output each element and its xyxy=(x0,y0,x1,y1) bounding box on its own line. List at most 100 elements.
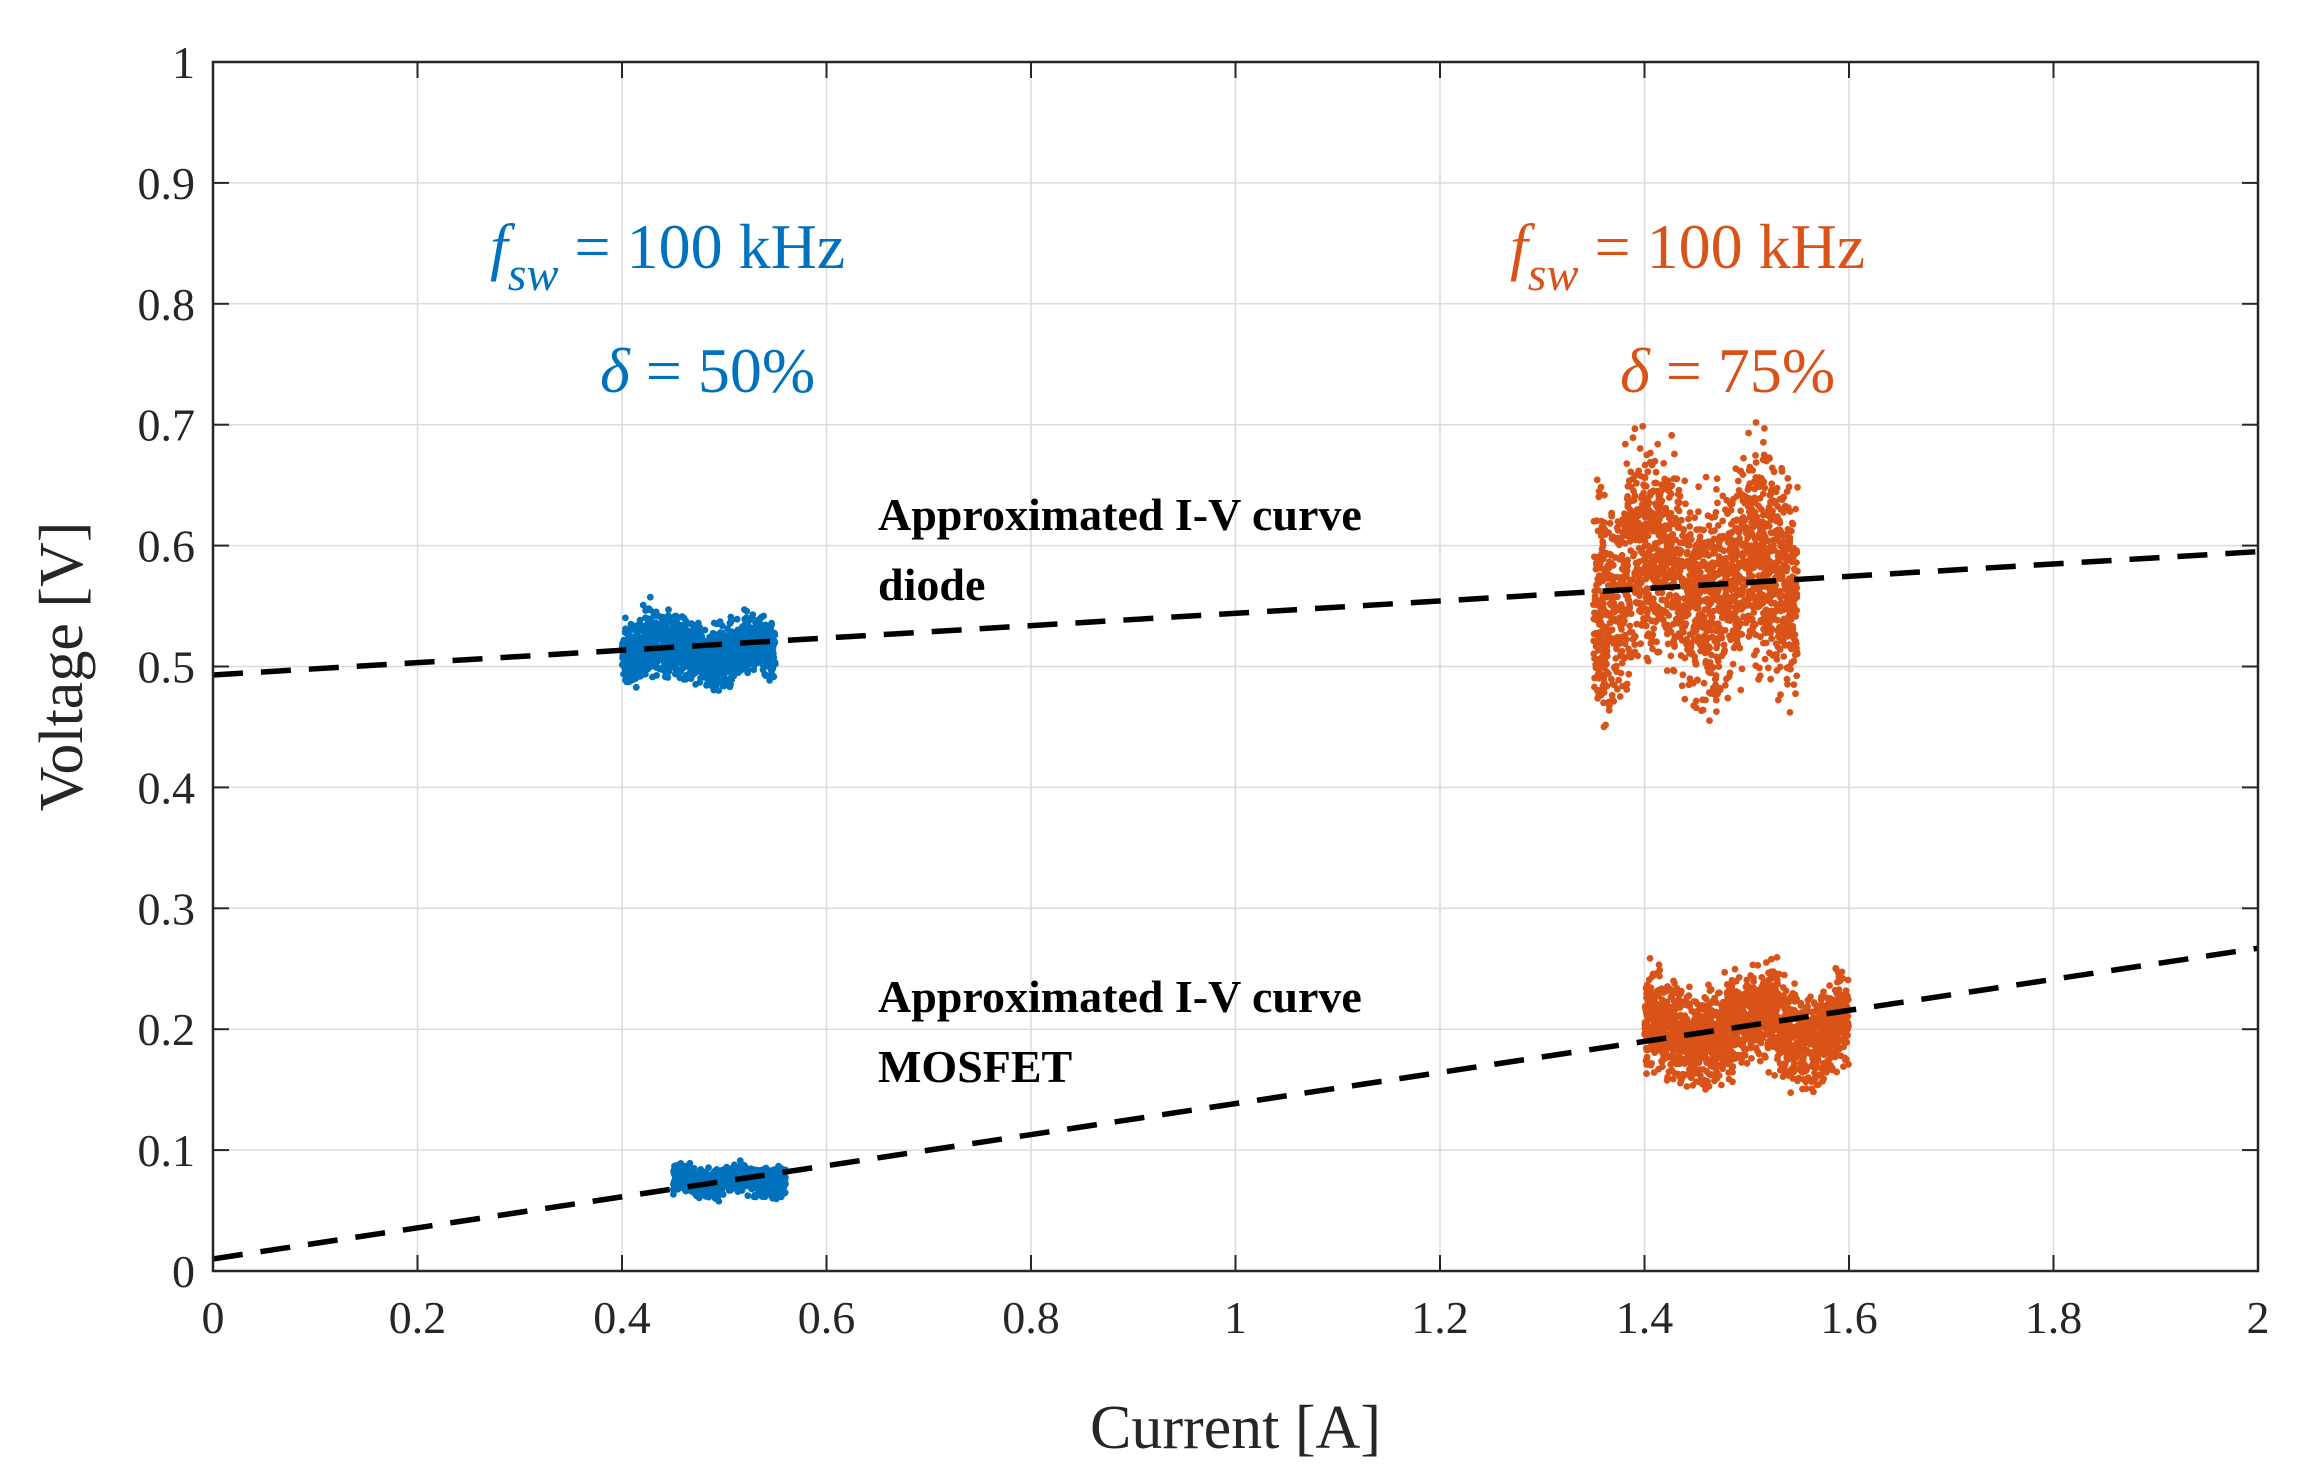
scatter-point xyxy=(1757,616,1765,624)
scatter-point xyxy=(1627,547,1635,554)
scatter-point xyxy=(1774,503,1781,510)
scatter-point xyxy=(738,1187,746,1194)
scatter-point xyxy=(749,649,757,657)
scatter-point xyxy=(1786,709,1794,716)
scatter-point xyxy=(1637,579,1645,587)
scatter-point xyxy=(1682,500,1689,508)
scatter-point xyxy=(1618,553,1625,560)
scatter-point xyxy=(632,683,640,691)
scatter-point xyxy=(1636,445,1644,452)
scatter-point xyxy=(1792,505,1799,513)
scatter-point xyxy=(1691,514,1699,521)
scatter-point xyxy=(1670,667,1678,675)
scatter-point xyxy=(665,606,672,613)
scatter-point xyxy=(1681,612,1689,620)
scatter-point xyxy=(1623,522,1630,529)
scatter-point xyxy=(680,1162,688,1170)
scatter-point xyxy=(1695,552,1703,560)
scatter-point xyxy=(1687,643,1695,651)
scatter-point xyxy=(1627,468,1635,476)
scatter-point xyxy=(755,624,762,632)
scatter-point xyxy=(1691,657,1699,665)
scatter-point xyxy=(676,674,684,682)
scatter-point xyxy=(1637,472,1645,480)
scatter-point xyxy=(1737,686,1745,694)
scatter-point xyxy=(1650,599,1657,607)
scatter-point xyxy=(1844,976,1852,984)
scatter-point xyxy=(1605,706,1613,714)
scatter-point xyxy=(1767,487,1775,495)
scatter-point xyxy=(739,625,747,632)
scatter-point xyxy=(688,620,695,627)
scatter-point xyxy=(1686,650,1693,657)
scatter-point xyxy=(1633,620,1641,628)
scatter-point xyxy=(1614,593,1621,601)
scatter-point xyxy=(1756,483,1764,491)
scatter-point xyxy=(1608,509,1615,517)
scatter-point xyxy=(713,620,721,628)
scatter-point xyxy=(769,1194,777,1202)
scatter-point xyxy=(1747,545,1755,553)
scatter-point xyxy=(1722,567,1730,575)
scatter-point xyxy=(1692,544,1700,552)
scatter-point xyxy=(1733,636,1741,644)
scatter-point xyxy=(1627,610,1635,618)
scatter-point xyxy=(1714,522,1722,529)
scatter-point xyxy=(768,621,775,629)
scatter-point xyxy=(1705,522,1713,529)
scatter-point xyxy=(1746,480,1754,488)
scatter-point xyxy=(1716,533,1724,540)
scatter-point xyxy=(1733,605,1740,612)
scatter-point xyxy=(1615,535,1623,542)
scatter-point xyxy=(1631,536,1639,544)
scatter-point xyxy=(744,1192,752,1200)
scatter-point xyxy=(622,614,629,622)
scatter-point xyxy=(1668,431,1676,439)
scatter-point xyxy=(1629,649,1637,657)
scatter-point xyxy=(1725,598,1733,606)
scatter-point xyxy=(1767,607,1775,615)
scatter-point xyxy=(1764,615,1772,623)
scatter-point xyxy=(1769,536,1777,544)
scatter-point xyxy=(1759,490,1767,498)
scatter-point xyxy=(1644,585,1651,592)
scatter-point xyxy=(713,669,721,676)
scatter-point xyxy=(695,658,702,666)
scatter-point xyxy=(1633,569,1641,576)
scatter-point xyxy=(1705,552,1712,559)
scatter-point xyxy=(1658,487,1665,495)
scatter-point xyxy=(739,663,746,670)
scatter-point xyxy=(689,668,697,676)
scatter-point xyxy=(727,613,735,621)
scatter-point xyxy=(1786,540,1794,547)
scatter-point xyxy=(1616,693,1624,700)
scatter-point xyxy=(1605,633,1613,640)
scatter-point xyxy=(1624,493,1631,500)
scatter-point xyxy=(1660,459,1668,467)
scatter-point xyxy=(1651,577,1658,585)
scatter-point xyxy=(711,1170,719,1178)
scatter-point xyxy=(686,661,694,669)
scatter-point xyxy=(1721,682,1729,689)
scatter-point xyxy=(1746,513,1754,521)
scatter-point xyxy=(1768,480,1776,488)
scatter-point xyxy=(765,1190,772,1198)
scatter-point xyxy=(1650,625,1658,632)
scatter-point xyxy=(1794,483,1801,491)
scatter-point xyxy=(1768,635,1775,642)
scatter-point xyxy=(1724,694,1732,702)
scatter-point xyxy=(1702,473,1710,481)
scatter-point xyxy=(1636,599,1644,607)
scatter-point xyxy=(1691,576,1699,584)
scatter-point xyxy=(700,1170,707,1177)
scatter-point xyxy=(1725,608,1733,616)
scatter-point xyxy=(729,655,737,663)
scatter-point xyxy=(1640,481,1647,489)
scatter-point xyxy=(1681,477,1689,485)
scatter-point xyxy=(1730,541,1738,548)
scatter-point xyxy=(1691,627,1698,635)
scatter-point xyxy=(1601,525,1608,533)
scatter-point xyxy=(624,658,631,666)
scatter-point xyxy=(1777,599,1785,607)
